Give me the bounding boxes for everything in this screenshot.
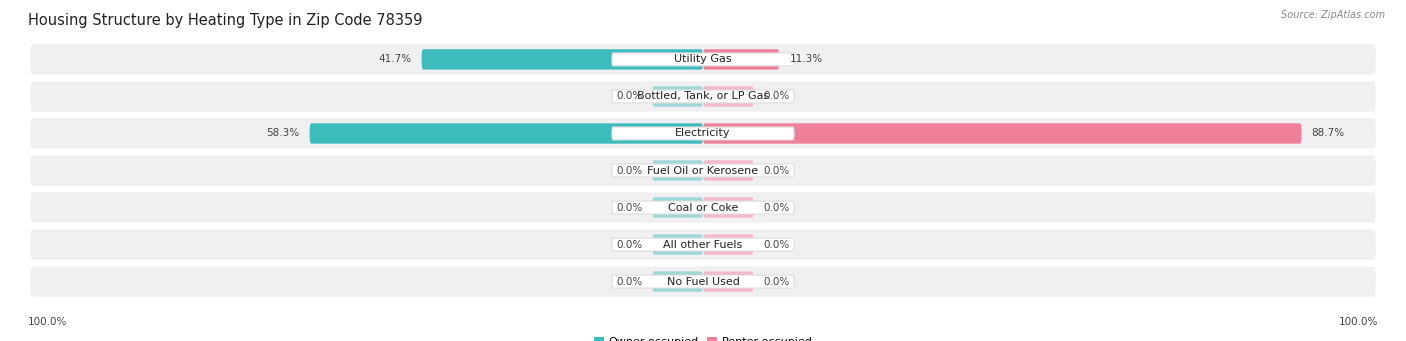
FancyBboxPatch shape (703, 123, 1302, 144)
Text: 0.0%: 0.0% (616, 203, 643, 212)
FancyBboxPatch shape (703, 197, 754, 218)
FancyBboxPatch shape (703, 234, 754, 255)
Text: 0.0%: 0.0% (763, 165, 790, 176)
FancyBboxPatch shape (30, 192, 1376, 223)
FancyBboxPatch shape (612, 201, 794, 214)
Text: No Fuel Used: No Fuel Used (666, 277, 740, 286)
FancyBboxPatch shape (30, 118, 1376, 149)
Text: Housing Structure by Heating Type in Zip Code 78359: Housing Structure by Heating Type in Zip… (28, 13, 423, 28)
FancyBboxPatch shape (652, 160, 703, 181)
FancyBboxPatch shape (612, 275, 794, 288)
Text: 0.0%: 0.0% (763, 203, 790, 212)
FancyBboxPatch shape (422, 49, 703, 70)
FancyBboxPatch shape (30, 81, 1376, 112)
FancyBboxPatch shape (30, 229, 1376, 260)
Text: 0.0%: 0.0% (616, 239, 643, 250)
FancyBboxPatch shape (612, 90, 794, 103)
Text: 100.0%: 100.0% (28, 317, 67, 327)
FancyBboxPatch shape (30, 44, 1376, 75)
Text: 100.0%: 100.0% (1339, 317, 1378, 327)
FancyBboxPatch shape (703, 160, 754, 181)
FancyBboxPatch shape (30, 266, 1376, 297)
FancyBboxPatch shape (652, 271, 703, 292)
FancyBboxPatch shape (309, 123, 703, 144)
FancyBboxPatch shape (703, 49, 779, 70)
Text: Fuel Oil or Kerosene: Fuel Oil or Kerosene (647, 165, 759, 176)
Text: All other Fuels: All other Fuels (664, 239, 742, 250)
FancyBboxPatch shape (30, 155, 1376, 186)
FancyBboxPatch shape (652, 197, 703, 218)
Text: 0.0%: 0.0% (763, 239, 790, 250)
FancyBboxPatch shape (612, 238, 794, 251)
Text: Bottled, Tank, or LP Gas: Bottled, Tank, or LP Gas (637, 91, 769, 102)
Text: 88.7%: 88.7% (1312, 129, 1346, 138)
Text: Utility Gas: Utility Gas (675, 55, 731, 64)
Legend: Owner-occupied, Renter-occupied: Owner-occupied, Renter-occupied (589, 333, 817, 341)
FancyBboxPatch shape (703, 271, 754, 292)
FancyBboxPatch shape (652, 234, 703, 255)
FancyBboxPatch shape (652, 86, 703, 107)
Text: Coal or Coke: Coal or Coke (668, 203, 738, 212)
Text: 11.3%: 11.3% (789, 55, 823, 64)
Text: 0.0%: 0.0% (763, 277, 790, 286)
FancyBboxPatch shape (703, 86, 754, 107)
Text: Electricity: Electricity (675, 129, 731, 138)
Text: 0.0%: 0.0% (616, 277, 643, 286)
FancyBboxPatch shape (612, 53, 794, 66)
Text: 0.0%: 0.0% (616, 91, 643, 102)
FancyBboxPatch shape (612, 127, 794, 140)
FancyBboxPatch shape (612, 164, 794, 177)
Text: 58.3%: 58.3% (266, 129, 299, 138)
Text: Source: ZipAtlas.com: Source: ZipAtlas.com (1281, 10, 1385, 20)
Text: 0.0%: 0.0% (763, 91, 790, 102)
Text: 41.7%: 41.7% (378, 55, 412, 64)
Text: 0.0%: 0.0% (616, 165, 643, 176)
